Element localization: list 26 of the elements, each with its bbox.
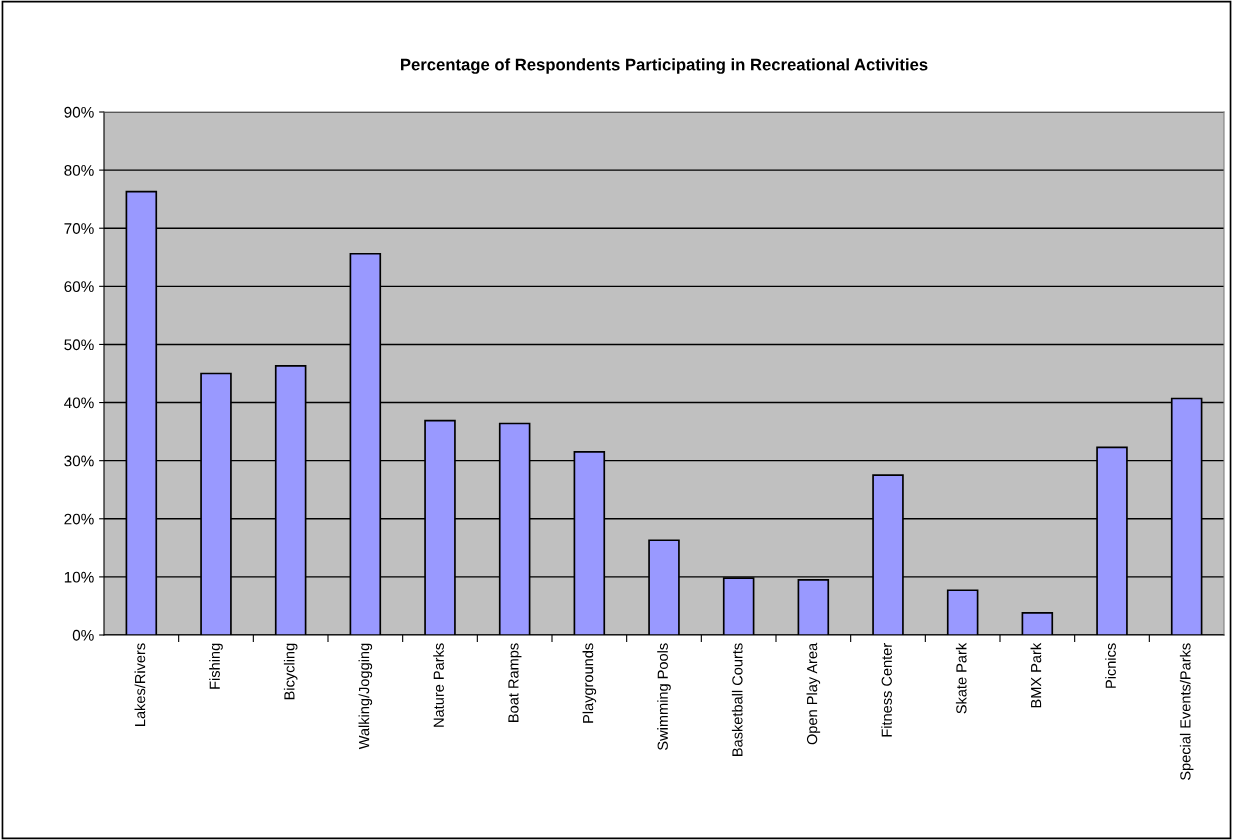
x-tick-label: Boat Ramps <box>508 643 522 722</box>
x-tick-label: Fishing <box>209 643 223 689</box>
y-tick-label: 0% <box>72 629 94 641</box>
y-tick-label: 20% <box>64 513 94 525</box>
x-tick-label: Walking/Jogging <box>358 643 373 750</box>
x-tick-label: Picnics <box>1105 643 1116 688</box>
x-tick-label: Bicycling <box>283 643 298 700</box>
x-tick-label: Fitness Center <box>881 643 892 737</box>
x-tick-label: Basketball Courts <box>731 643 743 756</box>
y-tick-label: 90% <box>64 106 94 118</box>
y-tick-label: 40% <box>64 397 94 409</box>
x-tick-label: Nature Parks <box>433 643 444 727</box>
y-tick-label: 60% <box>64 281 94 293</box>
x-tick-label: Open Play Area <box>806 642 821 745</box>
y-tick-label: 50% <box>64 339 94 351</box>
chart-title: Percentage of Respondents Participating in Recreational Activities <box>401 58 928 74</box>
x-tick-label: Skate Park <box>955 642 967 714</box>
x-tick-label: Playgrounds <box>582 643 597 723</box>
x-tick-label: Swimming Pools <box>657 643 671 750</box>
x-tick-label: Special Events/Parks <box>1179 643 1194 780</box>
y-tick-label: 10% <box>64 571 94 583</box>
y-tick-label: 80% <box>64 164 94 176</box>
y-tick-label: 30% <box>64 455 94 467</box>
x-tick-label: BMX Park <box>1030 642 1042 708</box>
y-tick-label: 70% <box>64 223 94 234</box>
x-tick-label: Lakes/Rivers <box>134 643 146 726</box>
